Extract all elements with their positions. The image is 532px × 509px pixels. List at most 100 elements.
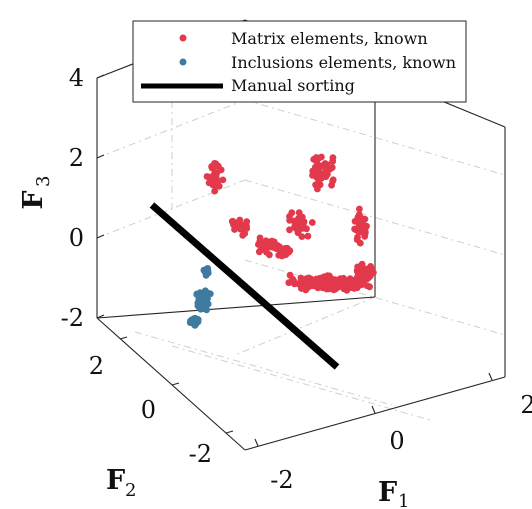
matrix-point	[212, 160, 220, 168]
z-tick-label: -2	[61, 304, 84, 332]
z-tick-label: 4	[69, 64, 84, 92]
inclusion-point	[191, 314, 199, 322]
matrix-point	[309, 171, 316, 179]
matrix-point	[213, 169, 221, 177]
legend-marker-inclusions	[179, 58, 187, 66]
matrix-point	[298, 285, 305, 292]
matrix-point	[214, 180, 222, 188]
matrix-point	[318, 153, 325, 161]
matrix-point	[315, 175, 323, 182]
matrix-point	[312, 154, 320, 161]
tick-marks	[96, 74, 493, 447]
legend-marker-matrix	[179, 34, 187, 42]
y-tick-0	[171, 382, 180, 386]
matrix-point	[312, 280, 320, 288]
y-axis-label-main: F	[106, 465, 125, 496]
matrix-point	[329, 154, 337, 162]
y-tick-2	[119, 336, 128, 340]
x-tick-2	[488, 372, 493, 381]
x-axis-label: F 1	[378, 477, 409, 509]
matrix-point	[219, 176, 227, 184]
y-tick-label: -2	[189, 440, 212, 468]
y-axis-label-sub: 2	[125, 480, 136, 501]
z-tick-2	[96, 154, 105, 159]
z-tick-m2	[96, 314, 105, 319]
matrix-elements-series	[203, 153, 377, 294]
matrix-point	[297, 279, 304, 286]
matrix-point	[347, 284, 354, 291]
x-tick-label: 2	[520, 391, 532, 419]
matrix-point	[257, 247, 264, 254]
x-axis-line	[244, 376, 506, 451]
x-tick-0	[371, 405, 376, 414]
matrix-point	[308, 219, 316, 226]
matrix-point	[329, 176, 337, 184]
matrix-point	[288, 209, 296, 217]
matrix-point	[322, 167, 330, 175]
matrix-point	[207, 174, 215, 181]
inclusion-point	[193, 290, 201, 298]
matrix-point	[291, 280, 298, 288]
matrix-point	[298, 220, 306, 228]
y-tick-label: 0	[141, 396, 156, 424]
x-tick-m2	[254, 438, 259, 447]
matrix-point	[286, 226, 293, 234]
legend-label-inclusions: Inclusions elements, known	[231, 53, 456, 72]
z-tick-labels: 4 2 0 -2	[61, 64, 84, 332]
z-axis-label-sub: 3	[33, 176, 54, 187]
x-axis-label-sub: 1	[398, 491, 409, 509]
x-tick-label: -2	[270, 466, 293, 494]
z-axis-label: F 3	[18, 176, 54, 210]
grid-line-y-0-floor	[171, 345, 431, 421]
matrix-point	[305, 274, 313, 282]
matrix-point	[263, 248, 270, 256]
z-tick-4	[96, 74, 105, 79]
legend-label-manual-sorting: Manual sorting	[231, 76, 355, 95]
matrix-point	[295, 209, 303, 217]
y-tick-m2	[225, 430, 234, 434]
x-tick-label: 0	[389, 427, 404, 455]
grid-line-z-2	[96, 99, 246, 159]
inclusions-elements-series	[186, 265, 214, 329]
matrix-point	[294, 229, 302, 237]
matrix-point	[319, 162, 327, 170]
matrix-point	[326, 278, 333, 286]
y-tick-labels: 2 0 -2	[89, 352, 212, 468]
legend-label-matrix: Matrix elements, known	[231, 29, 428, 48]
matrix-point	[211, 187, 219, 195]
matrix-point	[362, 224, 369, 232]
grid-line-z-0	[96, 179, 246, 239]
matrix-point	[304, 232, 312, 240]
matrix-point	[320, 273, 328, 281]
matrix-point	[256, 234, 264, 242]
inclusion-point	[191, 321, 199, 329]
z-tick-label: 2	[69, 144, 84, 172]
legend: Matrix elements, known Inclusions elemen…	[132, 20, 467, 103]
y-axis-line	[96, 317, 246, 451]
matrix-point	[314, 185, 321, 193]
matrix-point	[354, 263, 361, 271]
matrix-point	[352, 279, 360, 287]
matrix-point	[356, 205, 363, 213]
y-axis-label: F 2	[106, 465, 136, 501]
z-axis-label-main: F	[18, 190, 49, 209]
inclusion-point	[202, 271, 210, 279]
matrix-point	[354, 233, 361, 241]
matrix-point	[355, 217, 363, 225]
matrix-point	[278, 252, 286, 260]
matrix-point	[286, 216, 293, 224]
floor-back-edge	[96, 296, 376, 319]
inclusion-point	[201, 290, 209, 297]
matrix-point	[258, 241, 265, 248]
x-tick-labels: -2 0 2	[270, 391, 532, 494]
matrix-point	[286, 271, 294, 279]
z-tick-0	[96, 234, 105, 239]
grid-line-z-0-right	[244, 179, 506, 256]
x-axis-label-main: F	[378, 477, 397, 508]
z-tick-label: 0	[69, 224, 84, 252]
grid-line-z-2-right	[244, 99, 506, 176]
matrix-point	[366, 283, 373, 291]
grid-line-y-2-floor	[134, 331, 393, 406]
